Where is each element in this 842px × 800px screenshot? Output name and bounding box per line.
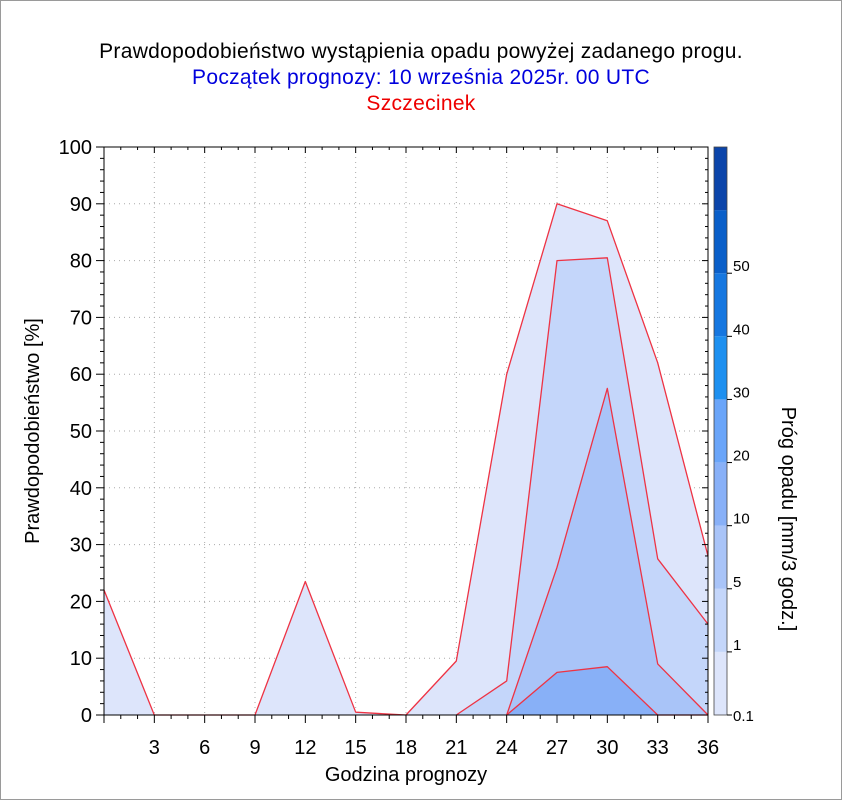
colorbar-tick-label: 30 <box>733 384 750 401</box>
colorbar-tick-label: 5 <box>733 574 741 591</box>
colorbar-tick-label: 40 <box>733 321 750 338</box>
y-tick-label: 20 <box>70 591 92 613</box>
chart-subtitle: Początek prognozy: 10 września 2025r. 00… <box>192 66 650 89</box>
x-tick-label: 18 <box>395 737 417 759</box>
colorbar-segment <box>714 651 727 715</box>
colorbar-segment <box>714 336 727 400</box>
colorbar-segment <box>714 147 727 211</box>
grid-layer <box>104 147 708 715</box>
colorbar-segment <box>714 273 727 337</box>
band-outline-5 <box>506 387 709 716</box>
colorbar-border <box>713 146 728 716</box>
x-tick-label: 36 <box>697 737 719 759</box>
colorbar-segment <box>714 588 727 652</box>
y-tick-label: 30 <box>70 535 92 557</box>
probability-bands <box>103 203 709 716</box>
y-tick-label: 50 <box>70 421 92 443</box>
x-tick-label: 15 <box>345 737 367 759</box>
colorbar-segment <box>714 210 727 274</box>
x-axis-label: Godzina prognozy <box>325 764 487 786</box>
colorbar-tick-label: 1 <box>733 637 741 654</box>
y-tick-label: 10 <box>70 648 92 670</box>
colorbar-segment <box>714 399 727 463</box>
colorbar-tick-label: 0.1 <box>733 708 754 725</box>
y-tick-label: 40 <box>70 478 92 500</box>
x-tick-label: 9 <box>249 737 260 759</box>
x-tick-label: 21 <box>445 737 467 759</box>
chart-title: Prawdopodobieństwo wystąpienia opadu pow… <box>99 40 743 63</box>
band-outline-1 <box>455 257 709 716</box>
colorbar-tick-label: 50 <box>733 258 750 275</box>
x-tick-label: 12 <box>294 737 316 759</box>
y-tick-label: 90 <box>70 194 92 216</box>
y-axis-label: Prawdopodobieństwo [%] <box>22 318 44 544</box>
location-label: Szczecinek <box>366 92 476 115</box>
band-area-10 <box>506 666 708 715</box>
colorbar-segment <box>714 525 727 589</box>
x-tick-label: 27 <box>546 737 568 759</box>
band-area-5 <box>506 388 708 715</box>
colorbar: 0.1 1 5 10 20 30 40 50 <box>713 146 754 725</box>
colorbar-segment <box>714 462 727 526</box>
colorbar-label: Próg opadu [mm/3 godz.] <box>777 407 799 632</box>
colorbar-tick-label: 20 <box>733 448 750 465</box>
x-tick-label: 30 <box>596 737 618 759</box>
colorbar-tick-label: 10 <box>733 511 750 528</box>
x-tick-label: 3 <box>149 737 160 759</box>
y-tick-label: 60 <box>70 364 92 386</box>
y-tick-label: 0 <box>81 705 92 727</box>
y-tick-label: 100 <box>59 137 92 159</box>
x-tick-label: 6 <box>199 737 210 759</box>
y-tick-label: 70 <box>70 307 92 329</box>
x-tick-label: 33 <box>647 737 669 759</box>
y-tick-label: 80 <box>70 251 92 273</box>
x-tick-label: 24 <box>496 737 518 759</box>
